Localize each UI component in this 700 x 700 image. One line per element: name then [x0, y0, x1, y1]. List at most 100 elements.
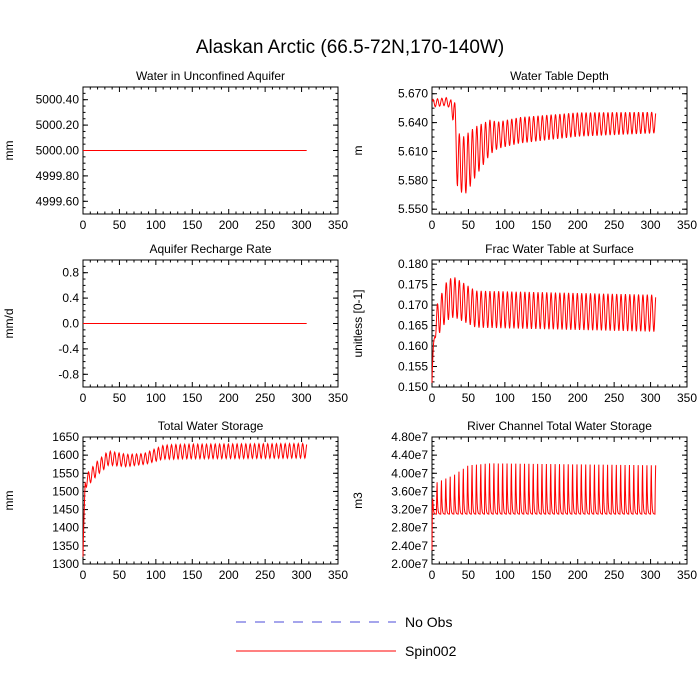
y-tick-label: -0.8 [58, 367, 79, 381]
x-tick-label: 50 [462, 568, 476, 582]
x-tick-label: 0 [429, 391, 436, 405]
y-tick-label: 0.165 [398, 319, 428, 333]
plot-frame [431, 436, 688, 565]
y-tick-label: 2.80e7 [391, 521, 428, 535]
series-line-spin002 [431, 463, 657, 551]
panel-river-channel-storage: River Channel Total Water Storage m3 0 50 10… [351, 419, 697, 582]
x-tick-label: 0 [429, 568, 436, 582]
x-tick-label: 150 [531, 218, 551, 232]
plot-frame [431, 259, 688, 388]
x-tick-label: 200 [568, 568, 588, 582]
series-line-spin002 [82, 442, 308, 557]
y-tick-label: 0.4 [62, 291, 79, 305]
y-tick-label: 5.550 [398, 202, 428, 216]
panel-aquifer-recharge: Aquifer Recharge Rate mm/d 0 50 100 150 200 250… [2, 242, 348, 405]
x-tick-label: 50 [113, 218, 127, 232]
x-tick-label: 100 [495, 218, 515, 232]
x-tick-label: 150 [182, 218, 202, 232]
series-line-spin002 [431, 277, 657, 383]
x-tick-label: 50 [113, 568, 127, 582]
panel-frac-water-table: Frac Water Table at Surface unitless [0-1… [351, 242, 697, 405]
y-tick-label: 4999.60 [36, 194, 80, 208]
y-axis-label: mm [2, 141, 16, 161]
y-axis-label: mm [2, 491, 16, 511]
series-line-spin002 [431, 96, 657, 194]
x-tick-label: 50 [462, 218, 476, 232]
x-tick-label: 350 [677, 568, 697, 582]
x-tick-label: 200 [219, 568, 239, 582]
y-tick-label: 0.180 [398, 257, 428, 271]
y-tick-label: 5000.20 [36, 118, 80, 132]
x-tick-label: 0 [80, 568, 87, 582]
x-tick-label: 0 [80, 218, 87, 232]
y-tick-label: 4.40e7 [391, 448, 428, 462]
y-tick-label: 1400 [52, 521, 79, 535]
y-tick-label: 1650 [52, 430, 79, 444]
panel-title: Frac Water Table at Surface [485, 242, 634, 256]
y-tick-label: 2.00e7 [391, 557, 428, 571]
x-tick-label: 350 [328, 218, 348, 232]
x-tick-label: 300 [641, 568, 661, 582]
x-tick-label: 150 [531, 568, 551, 582]
x-tick-label: 200 [568, 391, 588, 405]
panel-aquifer-water: Water in Unconfined Aquifer mm 0 50 100 150 20… [2, 69, 348, 232]
y-tick-label: 5.580 [398, 173, 428, 187]
y-tick-label: 4.00e7 [391, 466, 428, 480]
y-tick-label: 5.670 [398, 87, 428, 101]
legend-noobs-label: No Obs [405, 614, 452, 630]
panel-total-water-storage: Total Water Storage mm 0 50 100 150 200 250 300 3… [2, 419, 348, 582]
x-tick-label: 350 [677, 391, 697, 405]
y-tick-label: 5.610 [398, 144, 428, 158]
x-tick-label: 250 [604, 391, 624, 405]
x-tick-label: 200 [219, 218, 239, 232]
x-tick-label: 300 [292, 218, 312, 232]
x-tick-label: 100 [146, 568, 166, 582]
x-tick-label: 300 [641, 218, 661, 232]
x-tick-label: 50 [462, 391, 476, 405]
y-axis-label: m3 [351, 492, 365, 509]
y-tick-label: 1350 [52, 539, 79, 553]
y-tick-label: 3.60e7 [391, 484, 428, 498]
y-tick-label: 2.40e7 [391, 539, 428, 553]
x-tick-label: 0 [80, 391, 87, 405]
plot-frame [431, 86, 688, 215]
x-tick-label: 250 [255, 391, 275, 405]
x-tick-label: 250 [604, 218, 624, 232]
y-tick-label: 1450 [52, 503, 79, 517]
legend: No Obs Spin002 [236, 614, 457, 659]
x-tick-label: 50 [113, 391, 127, 405]
legend-spin-label: Spin002 [405, 643, 457, 659]
figure-title: Alaskan Arctic (66.5-72N,170-140W) [196, 37, 504, 58]
x-tick-label: 100 [146, 391, 166, 405]
x-tick-label: 150 [182, 391, 202, 405]
y-tick-label: 0.155 [398, 360, 428, 374]
y-tick-label: 5.640 [398, 116, 428, 130]
x-tick-label: 250 [604, 568, 624, 582]
y-tick-label: 0.170 [398, 298, 428, 312]
x-tick-label: 100 [495, 391, 515, 405]
y-tick-label: 0.160 [398, 339, 428, 353]
y-axis-label: m [351, 146, 365, 156]
panel-title: River Channel Total Water Storage [467, 419, 652, 433]
y-tick-label: 0.150 [398, 380, 428, 394]
y-tick-label: 0.0 [62, 317, 79, 331]
x-tick-label: 200 [568, 218, 588, 232]
y-tick-label: 1500 [52, 484, 79, 498]
x-tick-label: 250 [255, 218, 275, 232]
y-tick-label: 0.175 [398, 278, 428, 292]
y-axis-label: unitless [0-1] [351, 289, 365, 357]
panel-title: Total Water Storage [158, 419, 264, 433]
y-tick-label: 5000.00 [36, 144, 80, 158]
x-tick-label: 100 [495, 568, 515, 582]
panel-water-table-depth: Water Table Depth m 0 50 100 150 200 250 300 350 5… [351, 69, 697, 232]
panel-title: Aquifer Recharge Rate [149, 242, 271, 256]
y-tick-label: 0.8 [62, 266, 79, 280]
x-tick-label: 350 [328, 568, 348, 582]
y-tick-label: -0.4 [58, 342, 79, 356]
y-axis-label: mm/d [2, 309, 16, 339]
x-tick-label: 150 [531, 391, 551, 405]
x-tick-label: 200 [219, 391, 239, 405]
y-tick-label: 4.80e7 [391, 430, 428, 444]
x-tick-label: 350 [677, 218, 697, 232]
